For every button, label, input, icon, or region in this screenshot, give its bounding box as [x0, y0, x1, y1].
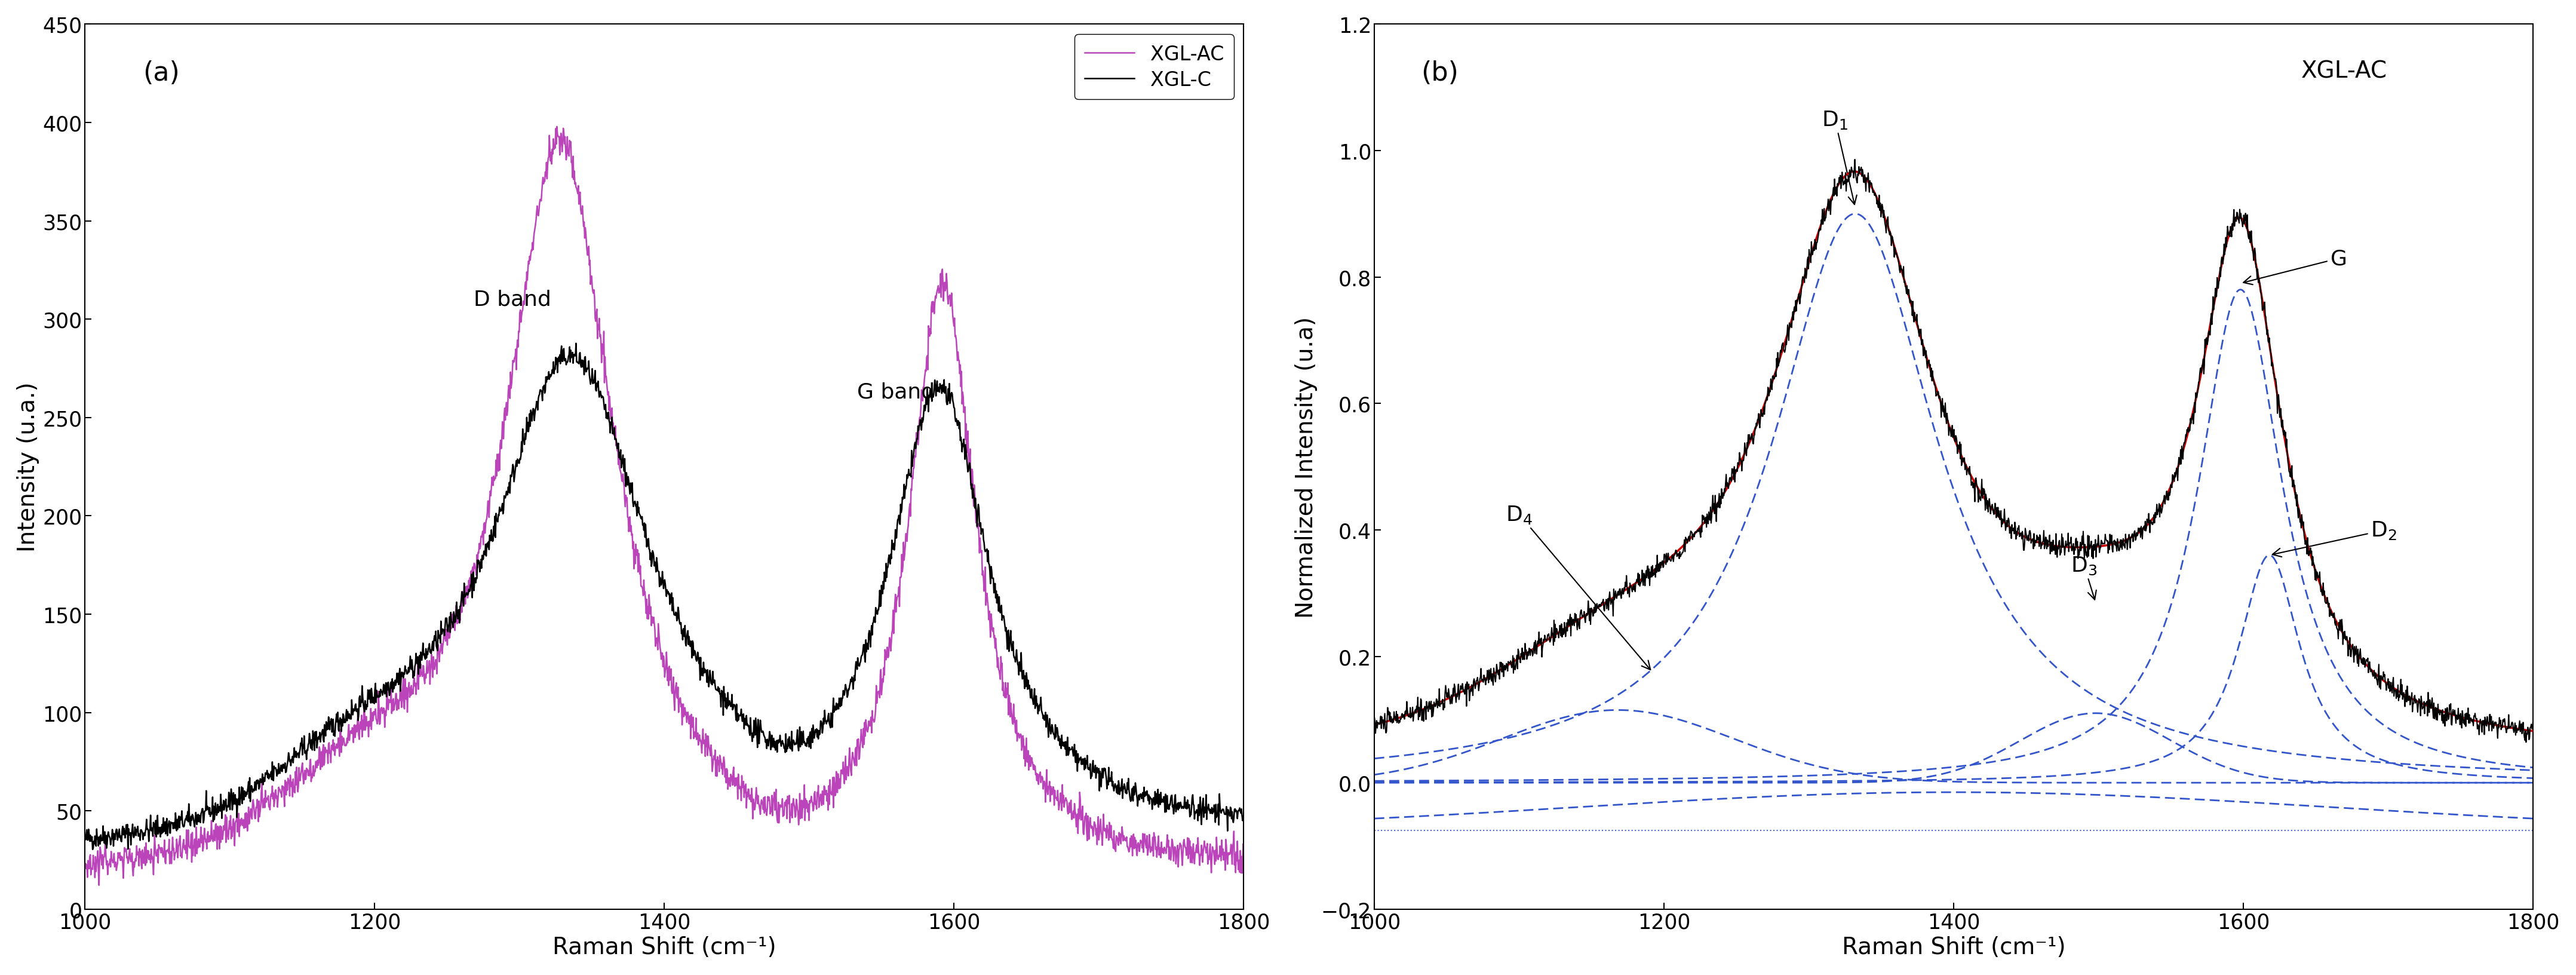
Line: XGL-AC: XGL-AC	[85, 127, 1244, 885]
XGL-AC	[1229, 848, 1260, 860]
XGL-C	[129, 830, 160, 841]
Legend: XGL-AC, XGL-C: XGL-AC, XGL-C	[1074, 34, 1234, 99]
Text: G: G	[2244, 249, 2347, 285]
Y-axis label: Normalized Intensity (u.a): Normalized Intensity (u.a)	[1296, 316, 1319, 618]
XGL-C	[1229, 814, 1260, 826]
XGL-C	[603, 452, 634, 464]
XGL-C	[77, 843, 108, 855]
XGL-C	[984, 605, 1015, 617]
X-axis label: Raman Shift (cm⁻¹): Raman Shift (cm⁻¹)	[551, 936, 775, 958]
XGL-AC	[70, 862, 100, 874]
Text: XGL-AC: XGL-AC	[2300, 60, 2388, 83]
Text: D$_4$: D$_4$	[1507, 504, 1651, 670]
Text: G band: G band	[858, 382, 935, 402]
XGL-AC	[984, 664, 1015, 676]
Y-axis label: Intensity (u.a.): Intensity (u.a.)	[15, 382, 39, 552]
XGL-AC	[129, 841, 160, 853]
XGL-AC	[1195, 853, 1226, 865]
XGL-AC	[634, 600, 665, 611]
XGL-C	[70, 831, 100, 842]
Text: D band: D band	[474, 290, 551, 310]
Line: XGL-C: XGL-C	[85, 344, 1244, 849]
XGL-C	[634, 544, 665, 556]
XGL-AC	[541, 121, 572, 133]
Text: (a): (a)	[144, 60, 180, 86]
XGL-C	[1195, 807, 1226, 819]
XGL-AC	[603, 450, 634, 462]
Text: D$_2$: D$_2$	[2272, 520, 2396, 557]
XGL-C	[562, 338, 592, 350]
XGL-AC	[82, 879, 113, 891]
XGL-C	[1195, 803, 1226, 815]
Text: D$_3$: D$_3$	[2071, 555, 2097, 600]
Text: (b): (b)	[1422, 60, 1458, 86]
Text: D$_1$: D$_1$	[1821, 109, 1857, 205]
XGL-AC	[1195, 867, 1226, 878]
X-axis label: Raman Shift (cm⁻¹): Raman Shift (cm⁻¹)	[1842, 936, 2066, 958]
